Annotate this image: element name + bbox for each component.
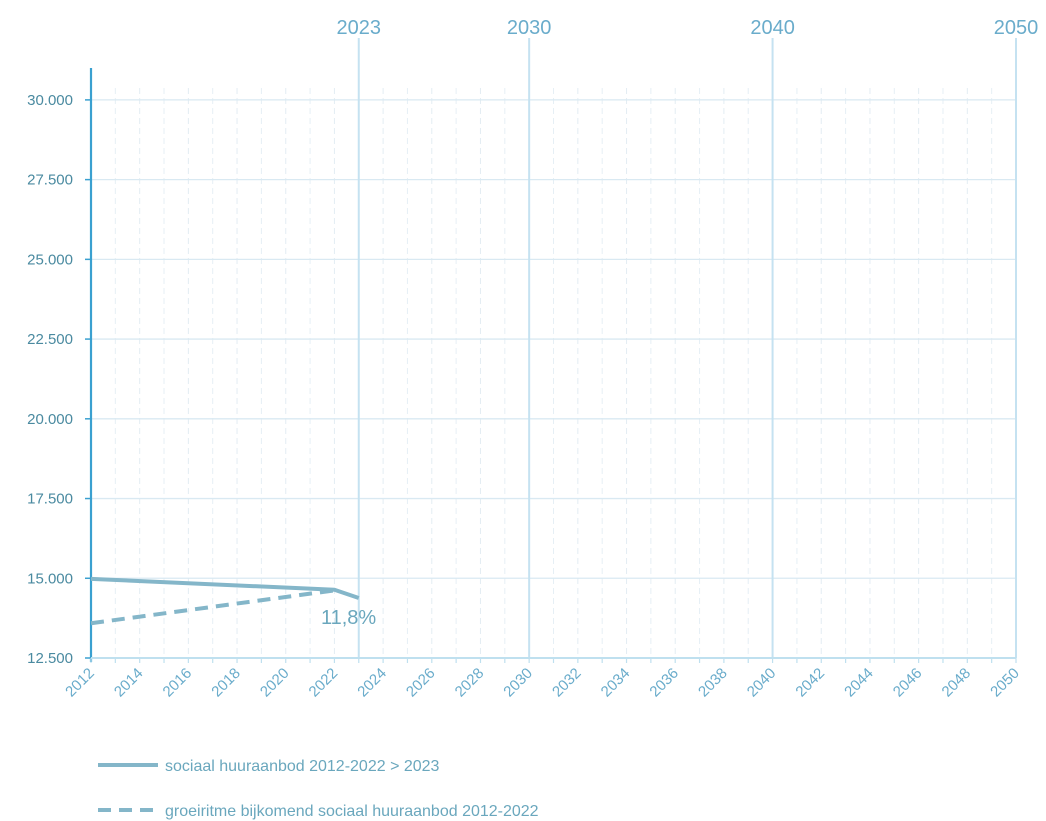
legend-label: groeiritme bijkomend sociaal huuraanbod … bbox=[165, 803, 539, 820]
x-tick-label: 2034 bbox=[598, 665, 634, 701]
x-tick-label: 2026 bbox=[403, 665, 439, 701]
marker-label-2050: 2050 bbox=[994, 17, 1039, 39]
annotations: 11,8% bbox=[321, 607, 376, 629]
legend-label: sociaal huuraanbod 2012-2022 > 2023 bbox=[165, 758, 440, 775]
y-tick-label: 25.000 bbox=[27, 251, 73, 268]
y-tick-label: 17.500 bbox=[27, 491, 73, 508]
x-tick-label: 2012 bbox=[62, 665, 98, 701]
x-tick-label: 2020 bbox=[257, 665, 293, 701]
x-tick-label: 2042 bbox=[792, 665, 828, 701]
x-tick-label: 2016 bbox=[160, 665, 196, 701]
x-tick-label: 2018 bbox=[208, 665, 244, 701]
y-tick-label: 30.000 bbox=[27, 92, 73, 109]
y-tick-label: 15.000 bbox=[27, 570, 73, 587]
x-tick-label: 2032 bbox=[549, 665, 585, 701]
x-tick-label: 2044 bbox=[841, 665, 877, 701]
x-tick-label: 2040 bbox=[744, 665, 780, 701]
annotation-label: 11,8% bbox=[321, 607, 376, 629]
y-tick-label: 12.500 bbox=[27, 650, 73, 667]
vertical-marker-lines bbox=[357, 38, 1017, 658]
x-tick-label: 2048 bbox=[939, 665, 975, 701]
x-axis-tick-labels: 2012 2014 2016 2018 2020 2022 2024 2026 2028 2030… bbox=[62, 665, 1023, 701]
vertical-marker-labels: 2023 2030 2040 2050 bbox=[337, 17, 1039, 39]
x-tick-label: 2014 bbox=[111, 665, 147, 701]
y-axis-tick-labels: 12.500 15.000 17.500 20.000 22.500 25.000 27.5… bbox=[27, 92, 73, 667]
marker-label-2030: 2030 bbox=[507, 17, 552, 39]
marker-label-2040: 2040 bbox=[750, 17, 795, 39]
x-tick-label: 2028 bbox=[452, 665, 488, 701]
minor-gridlines bbox=[114, 88, 1017, 658]
x-tick-label: 2050 bbox=[987, 665, 1023, 701]
x-tick-label: 2022 bbox=[306, 665, 342, 701]
x-tick-label: 2046 bbox=[890, 665, 926, 701]
y-tick-label: 22.500 bbox=[27, 331, 73, 348]
series-line-sociaal-huuraanbod bbox=[90, 576, 360, 600]
legend: sociaal huuraanbod 2012-2022 > 2023 groei… bbox=[98, 758, 539, 820]
marker-label-2023: 2023 bbox=[337, 17, 382, 39]
y-tick-label: 20.000 bbox=[27, 411, 73, 428]
axes bbox=[85, 68, 1017, 663]
y-tick-label: 27.500 bbox=[27, 172, 73, 189]
series-lines bbox=[90, 576, 360, 626]
x-tick-label: 2024 bbox=[354, 665, 390, 701]
x-tick-label: 2038 bbox=[695, 665, 731, 701]
x-tick-label: 2030 bbox=[500, 665, 536, 701]
x-tick-label: 2036 bbox=[646, 665, 682, 701]
